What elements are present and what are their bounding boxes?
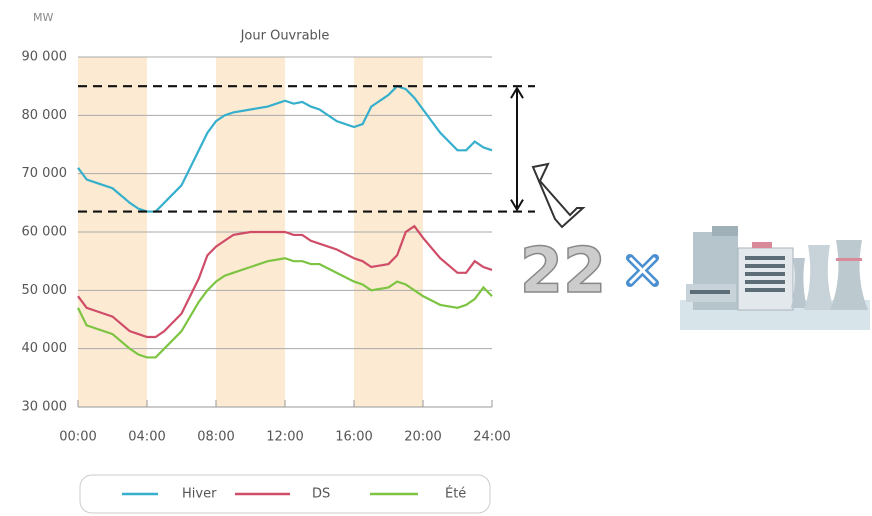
chart-title: Jour Ouvrable [240,29,330,44]
arrow-head [510,199,524,212]
series-line [77,224,493,339]
unit-label: MW [33,11,53,24]
y-tick-label: 40 000 [22,341,68,356]
legend-items: Hiver DS Été [122,486,466,502]
y-tick-label: 70 000 [22,166,68,181]
legend-label: Été [445,486,466,502]
x-tick-label: 16:00 [335,430,372,445]
series-line [77,257,493,359]
x-tick-label: 08:00 [197,430,234,445]
y-tick-label: 80 000 [22,108,68,123]
legend-label: Hiver [182,487,217,502]
x-tick-label: 20:00 [404,430,441,445]
legend-label: DS [312,487,330,502]
multiplier: 22 [520,234,606,307]
x-tick-label: 00:00 [59,430,96,445]
y-tick-label: 60 000 [22,225,68,240]
y-tick-label: 30 000 [22,400,68,415]
y-tick-label: 90 000 [22,50,68,65]
x-tick-label: 12:00 [266,430,303,445]
power-plant-icon [680,226,870,330]
arrow-head [510,86,524,99]
arrow-icon [531,162,586,229]
x-tick-label: 04:00 [128,430,165,445]
plot: 30 000 40 000 50 000 60 000 70 000 80 000 90 0… [22,50,535,445]
x-tick-label: 24:00 [473,430,510,445]
y-tick-label: 50 000 [22,283,68,298]
